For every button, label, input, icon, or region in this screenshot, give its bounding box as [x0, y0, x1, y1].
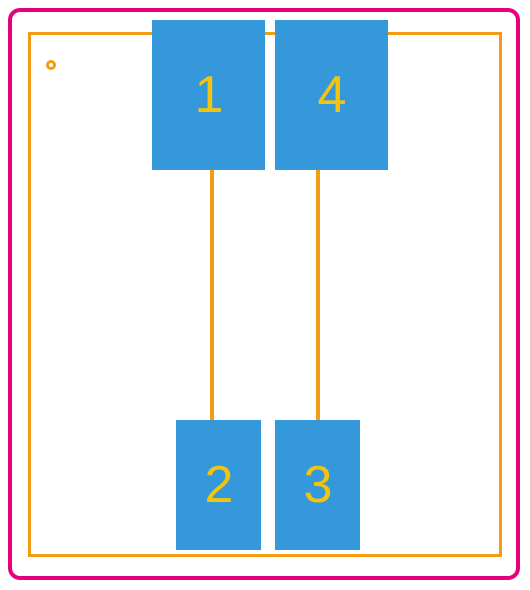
trace-left: [210, 160, 214, 440]
silkscreen-right: [499, 32, 502, 557]
pad-2-label: 2: [205, 455, 233, 515]
pad-2: 2: [176, 420, 261, 550]
silkscreen-bottom: [28, 554, 502, 557]
pad-1: 1: [152, 20, 265, 170]
silkscreen-top: [28, 32, 502, 35]
pad-3: 3: [275, 420, 360, 550]
pad-1-label: 1: [195, 65, 223, 125]
pad-3-label: 3: [304, 455, 332, 515]
trace-right: [316, 160, 320, 440]
pad-4: 4: [275, 20, 388, 170]
pad-4-label: 4: [318, 65, 346, 125]
silkscreen-left: [28, 32, 31, 557]
pin1-marker-icon: [46, 60, 56, 70]
